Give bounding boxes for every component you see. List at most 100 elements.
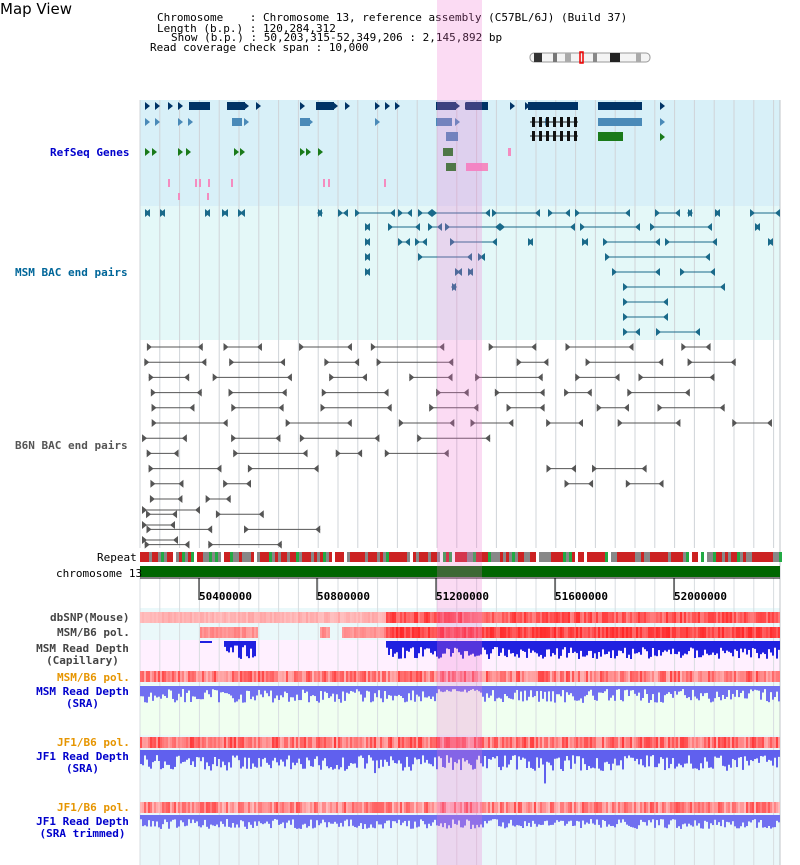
read-depth-bar	[778, 750, 780, 757]
read-depth-bar	[568, 750, 570, 761]
polymorphism-mark	[416, 737, 418, 748]
read-depth-bar	[496, 815, 498, 820]
polymorphism-mark	[214, 737, 216, 748]
read-depth-bar	[554, 641, 556, 655]
gene-arrow	[510, 102, 515, 110]
track-features[interactable]	[140, 102, 782, 829]
read-depth-bar	[726, 750, 728, 771]
read-depth-bar	[686, 686, 688, 699]
read-depth-bar	[544, 750, 546, 784]
repeat-mark	[548, 552, 551, 562]
polymorphism-mark	[440, 671, 442, 682]
repeat-mark	[701, 552, 704, 562]
read-depth-bar	[236, 815, 238, 825]
repeat-mark	[758, 552, 761, 562]
repeat-mark	[572, 552, 575, 562]
read-depth-bar	[516, 815, 518, 826]
polymorphism-mark	[424, 627, 426, 638]
read-depth-bar	[530, 750, 532, 768]
read-depth-bar	[198, 750, 200, 758]
polymorphism-mark	[208, 612, 210, 623]
polymorphism-mark	[170, 802, 172, 813]
polymorphism-mark	[694, 612, 696, 623]
polymorphism-mark	[718, 802, 720, 813]
read-depth-bar	[526, 641, 528, 658]
polymorphism-mark	[618, 737, 620, 748]
polymorphism-mark	[560, 802, 562, 813]
polymorphism-mark	[454, 737, 456, 748]
read-depth-bar	[732, 686, 734, 694]
read-depth-bar	[210, 750, 212, 771]
chromosome-ideogram[interactable]	[529, 51, 651, 64]
polymorphism-mark	[746, 737, 748, 748]
read-depth-bar	[720, 750, 722, 756]
polymorphism-mark	[720, 612, 722, 623]
polymorphism-mark	[580, 802, 582, 813]
bac-end	[655, 238, 660, 246]
polymorphism-mark	[534, 612, 536, 623]
polymorphism-mark	[256, 802, 258, 813]
bac-end	[346, 419, 352, 427]
polymorphism-mark	[696, 612, 698, 623]
polymorphism-mark	[338, 612, 340, 623]
bac-end	[146, 343, 152, 351]
polymorphism-mark	[594, 671, 596, 682]
read-depth-bar	[408, 815, 410, 821]
polymorphism-mark	[538, 802, 540, 813]
read-depth-bar	[596, 686, 598, 701]
polymorphism-mark	[252, 802, 254, 813]
polymorphism-mark	[474, 627, 476, 638]
read-depth-bar	[756, 750, 758, 759]
polymorphism-mark	[682, 612, 684, 623]
polymorphism-mark	[454, 627, 456, 638]
polymorphism-mark	[730, 802, 732, 813]
polymorphism-mark	[700, 612, 702, 623]
read-depth-bar	[684, 641, 686, 654]
read-depth-bar	[414, 750, 416, 758]
polymorphism-mark	[732, 737, 734, 748]
polymorphism-mark	[456, 671, 458, 682]
bac-end	[603, 238, 608, 246]
polymorphism-mark	[282, 737, 284, 748]
polymorphism-mark	[174, 737, 176, 748]
read-depth-bar	[416, 641, 418, 659]
read-depth-bar	[268, 750, 270, 765]
read-depth-bar	[492, 750, 494, 758]
polymorphism-mark	[394, 612, 396, 623]
polymorphism-mark	[700, 627, 702, 638]
read-depth-bar	[322, 686, 324, 700]
polymorphism-mark	[204, 802, 206, 813]
read-depth-bar	[442, 641, 444, 654]
polymorphism-mark	[762, 737, 764, 748]
read-depth-bar	[676, 686, 678, 695]
read-depth-bar	[626, 641, 628, 659]
read-depth-bar	[184, 686, 186, 703]
polymorphism-mark	[688, 802, 690, 813]
read-depth-bar	[162, 686, 164, 695]
bac-end	[612, 268, 617, 276]
read-depth-bar	[218, 815, 220, 828]
polymorphism-mark	[590, 612, 592, 623]
polymorphism-mark	[682, 802, 684, 813]
read-depth-bar	[484, 641, 486, 650]
repeat-mark	[242, 552, 245, 562]
polymorphism-mark	[414, 802, 416, 813]
polymorphism-mark	[442, 627, 444, 638]
read-depth-bar	[762, 815, 764, 828]
read-depth-bar	[700, 750, 702, 764]
bac-end	[216, 464, 222, 473]
polymorphism-mark	[198, 737, 200, 748]
bac-end	[370, 343, 376, 351]
read-depth-bar	[268, 686, 270, 697]
read-depth-bar	[702, 750, 704, 769]
polymorphism-mark	[618, 802, 620, 813]
polymorphism-mark	[566, 671, 568, 682]
polymorphism-mark	[698, 612, 700, 623]
repeat-mark	[596, 552, 599, 562]
polymorphism-mark	[310, 802, 312, 813]
polymorphism-mark	[448, 612, 450, 623]
polymorphism-mark	[714, 671, 716, 682]
bac-end	[467, 253, 472, 261]
bac-end	[580, 223, 585, 231]
